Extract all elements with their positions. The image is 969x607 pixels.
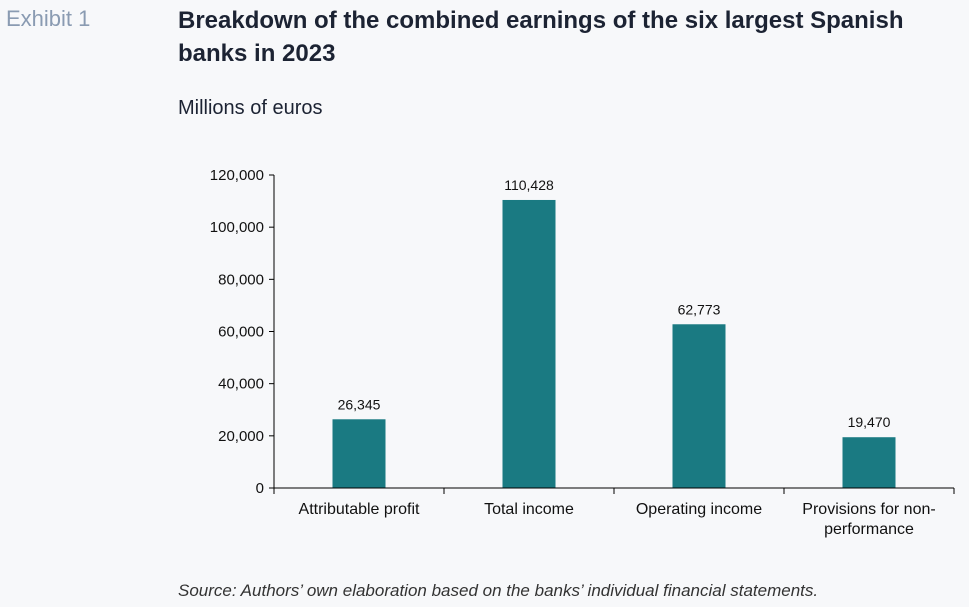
x-tick-label: Attributable profit: [299, 501, 421, 518]
x-tick-label: Provisions for non-: [802, 501, 935, 518]
y-tick-label: 100,000: [210, 219, 264, 236]
y-tick-label: 40,000: [218, 376, 264, 393]
bars-group: [332, 199, 896, 488]
bar: [672, 324, 726, 488]
bar: [332, 419, 386, 488]
data-label: 26,345: [338, 396, 381, 412]
y-tick-label: 0: [256, 480, 264, 497]
bar: [842, 437, 896, 488]
data-label: 62,773: [678, 301, 721, 317]
axes-group: [269, 174, 955, 494]
exhibit-label: Exhibit 1: [6, 6, 91, 31]
y-tick-label: 80,000: [218, 271, 264, 288]
chart-title: Breakdown of the combined earnings of th…: [178, 7, 904, 67]
data-label: 19,470: [848, 414, 891, 430]
x-tick-label: performance: [824, 521, 914, 538]
y-tick-label: 20,000: [218, 428, 264, 445]
x-tick-label: Total income: [484, 501, 574, 518]
y-tick-label: 60,000: [218, 324, 264, 341]
source-note: Source: Authors’ own elaboration based o…: [178, 581, 819, 600]
y-tick-label: 120,000: [210, 167, 264, 184]
labels-group: 26,345 Attributable profit 110,428 Total in…: [210, 167, 936, 538]
data-label: 110,428: [504, 177, 554, 193]
chart-subtitle: Millions of euros: [178, 97, 323, 119]
x-tick-label: Operating income: [636, 501, 762, 518]
bar: [502, 199, 556, 488]
